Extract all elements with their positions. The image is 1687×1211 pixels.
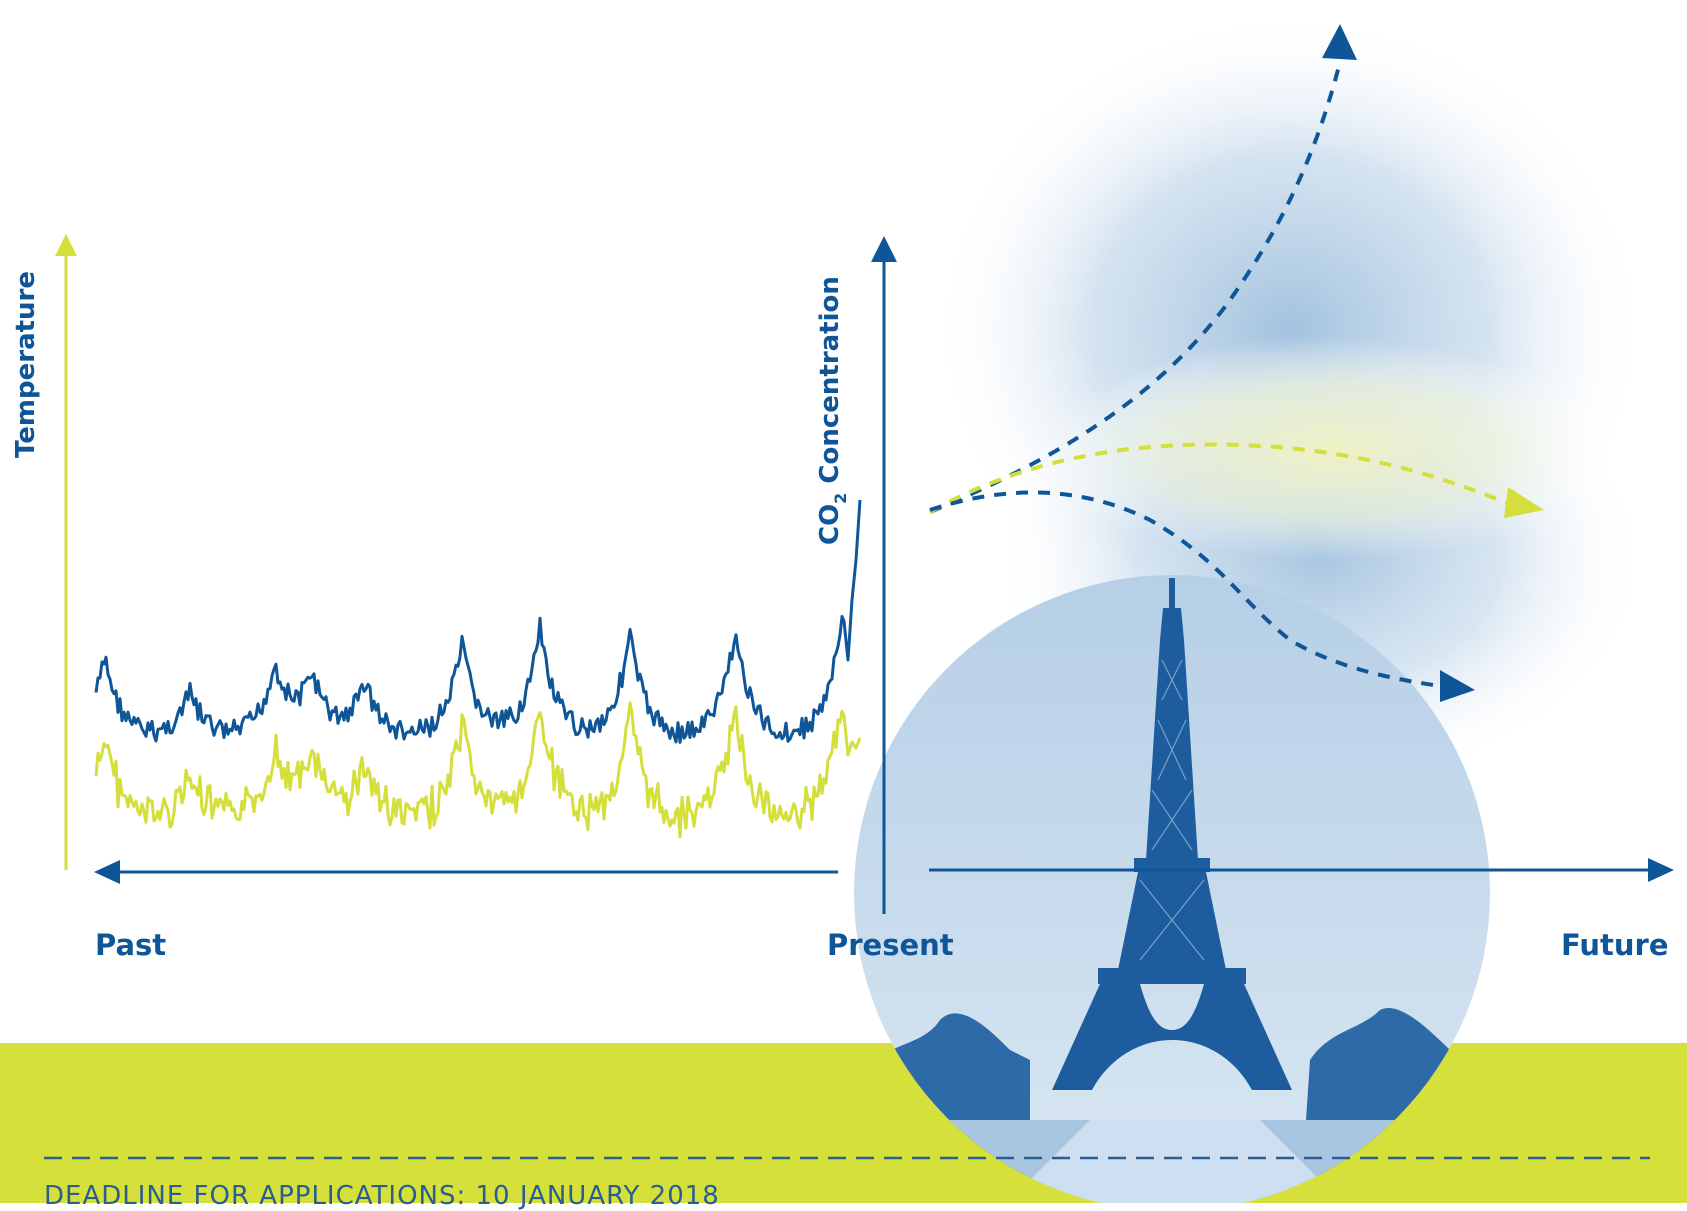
future-arrow bbox=[929, 858, 1674, 882]
temperature-history-line bbox=[94, 701, 862, 839]
past-label: Past bbox=[95, 928, 167, 962]
scenario-high-curve bbox=[929, 61, 1342, 514]
present-label: Present bbox=[827, 928, 954, 962]
scenario-mid-curve bbox=[929, 442, 1513, 514]
future-label: Future bbox=[1561, 928, 1669, 962]
scenario-low-arrowhead bbox=[1440, 670, 1475, 702]
scenario-high-arrowhead bbox=[1322, 24, 1357, 60]
temperature-axis bbox=[55, 234, 77, 870]
co2-axis bbox=[871, 236, 897, 914]
scenario-low-curve bbox=[929, 490, 1441, 688]
past-arrow bbox=[94, 860, 838, 884]
future-haze bbox=[930, 10, 1650, 790]
scenario-mid-arrowhead bbox=[1504, 487, 1544, 518]
co2-history-line bbox=[94, 499, 862, 744]
co2-axis-label: CO2 Concentration bbox=[815, 276, 850, 545]
deadline-text: DEADLINE FOR APPLICATIONS: 10 JANUARY 20… bbox=[44, 1181, 720, 1211]
temperature-axis-label: Temperature bbox=[11, 271, 41, 458]
